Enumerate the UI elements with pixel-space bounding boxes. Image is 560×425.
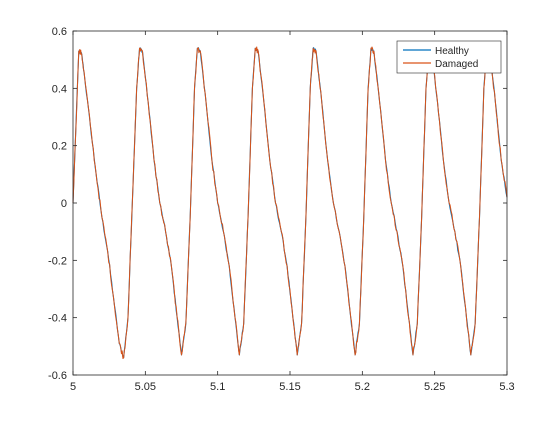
- y-tick-label: 0.2: [52, 141, 67, 153]
- y-tick-label: 0: [61, 198, 67, 210]
- x-tick-label: 5.3: [499, 381, 514, 393]
- legend-label-healthy: Healthy: [435, 46, 469, 57]
- y-tick-label: 0.4: [52, 83, 67, 95]
- x-tick-label: 5.25: [424, 381, 445, 393]
- y-tick-label: -0.6: [48, 370, 67, 382]
- legend: Healthy Damaged: [396, 40, 502, 74]
- x-tick-label: 5.05: [135, 381, 156, 393]
- legend-box: [396, 40, 502, 74]
- y-tick-label: 0.6: [52, 26, 67, 38]
- axes-layer: 5 5.05 5.1 5.15 5.2 5.25 5.3 -0.6 -0.4 -0.2 0 0.2 0.…: [48, 26, 515, 393]
- y-tick-label: -0.4: [48, 313, 67, 325]
- plot-area: [73, 31, 507, 375]
- y-tick-label: -0.2: [48, 255, 67, 267]
- x-tick-label: 5.1: [210, 381, 225, 393]
- legend-label-damaged: Damaged: [435, 59, 478, 70]
- x-tick-label: 5.2: [355, 381, 370, 393]
- x-tick-label: 5.15: [279, 381, 300, 393]
- x-tick-label: 5: [70, 381, 76, 393]
